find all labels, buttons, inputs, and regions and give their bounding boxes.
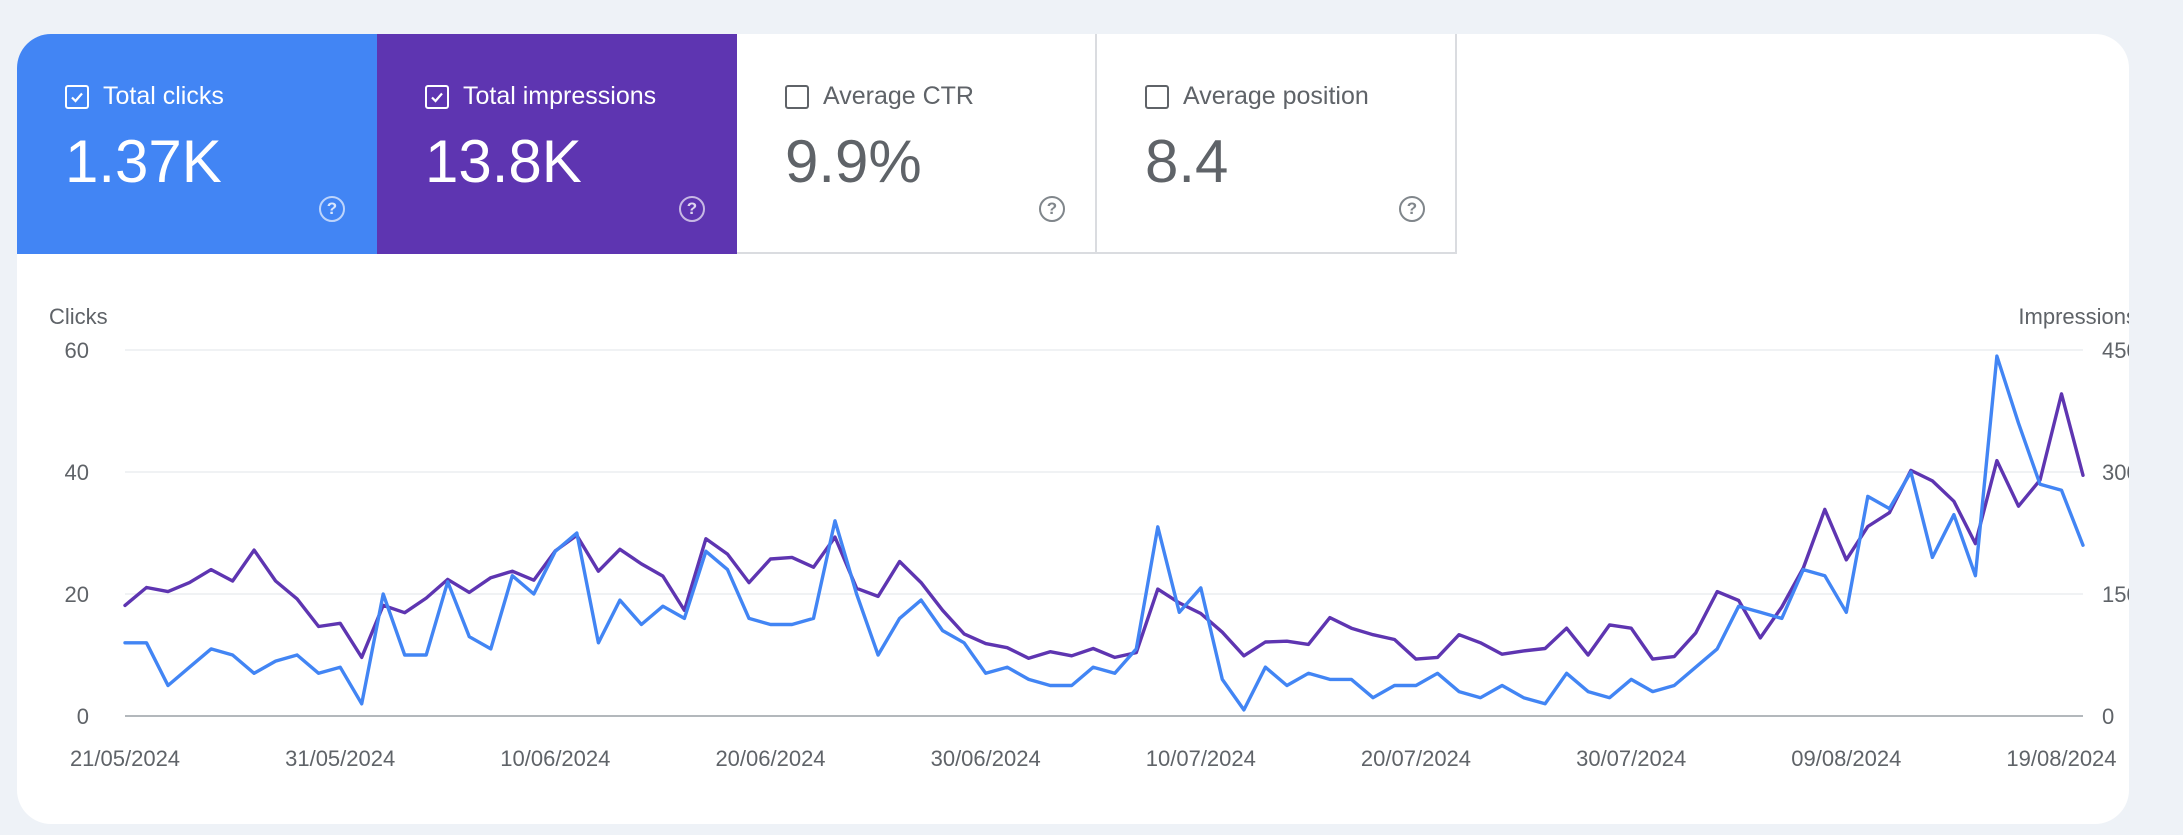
checkbox-icon[interactable] <box>785 84 809 109</box>
metric-label: Total impressions <box>463 82 657 110</box>
x-tick-label: 10/07/2024 <box>1146 746 1256 771</box>
y-tick-label-left: 60 <box>65 338 89 363</box>
help-icon[interactable]: ? <box>679 196 705 222</box>
y-axis-label-left: Clicks <box>49 304 108 329</box>
y-tick-label-right: 0 <box>2102 704 2114 729</box>
x-tick-label: 20/07/2024 <box>1361 746 1471 771</box>
series-lines <box>123 354 2085 712</box>
help-icon[interactable]: ? <box>1039 196 1065 222</box>
metric-label: Average position <box>1183 82 1369 110</box>
metric-tab-total-clicks[interactable]: Total clicks 1.37K ? <box>17 34 377 254</box>
metric-value: 8.4 <box>1145 128 1229 195</box>
metric-value: 1.37K <box>65 128 222 195</box>
performance-card: Total clicks 1.37K ? Total impressions 1… <box>17 34 2129 824</box>
metric-tab-total-impressions[interactable]: Total impressions 13.8K ? <box>377 34 737 254</box>
series-line-impressions <box>123 392 2085 661</box>
y-tick-label-right: 150 <box>2102 582 2129 607</box>
help-icon[interactable]: ? <box>319 196 345 222</box>
metric-tab-average-position[interactable]: Average position 8.4 ? <box>1097 34 1457 254</box>
axis-ticks: 0 20 40 60 0 150 300 450 21/05/2024 31/05/2024 10/… <box>65 338 2129 771</box>
x-tick-label: 30/06/2024 <box>931 746 1041 771</box>
metric-value: 9.9% <box>785 128 922 195</box>
y-axis-label-right: Impressions <box>2018 304 2129 329</box>
y-tick-label-left: 20 <box>65 582 89 607</box>
x-tick-label: 30/07/2024 <box>1576 746 1686 771</box>
y-tick-label-left: 40 <box>65 460 89 485</box>
checkbox-icon[interactable] <box>1145 84 1169 109</box>
y-tick-label-left: 0 <box>77 704 89 729</box>
x-tick-label: 10/06/2024 <box>500 746 610 771</box>
checkbox-icon[interactable] <box>425 84 449 109</box>
checkbox-icon[interactable] <box>65 84 89 109</box>
x-tick-label: 19/08/2024 <box>2006 746 2116 771</box>
metric-label: Average CTR <box>823 82 974 110</box>
x-tick-label: 21/05/2024 <box>70 746 180 771</box>
performance-line-chart: Clicks Impressions 0 20 40 60 0 150 300 450 21/0… <box>49 304 2129 771</box>
x-tick-label: 20/06/2024 <box>715 746 825 771</box>
grid-lines <box>125 349 2083 717</box>
metric-label: Total clicks <box>103 82 224 110</box>
series-line-clicks <box>123 354 2085 712</box>
metric-value: 13.8K <box>425 128 582 195</box>
y-tick-label-right: 450 <box>2102 338 2129 363</box>
help-icon[interactable]: ? <box>1399 196 1425 222</box>
x-tick-label: 31/05/2024 <box>285 746 395 771</box>
x-tick-label: 09/08/2024 <box>1791 746 1901 771</box>
y-tick-label-right: 300 <box>2102 460 2129 485</box>
metric-tab-average-ctr[interactable]: Average CTR 9.9% ? <box>737 34 1097 254</box>
